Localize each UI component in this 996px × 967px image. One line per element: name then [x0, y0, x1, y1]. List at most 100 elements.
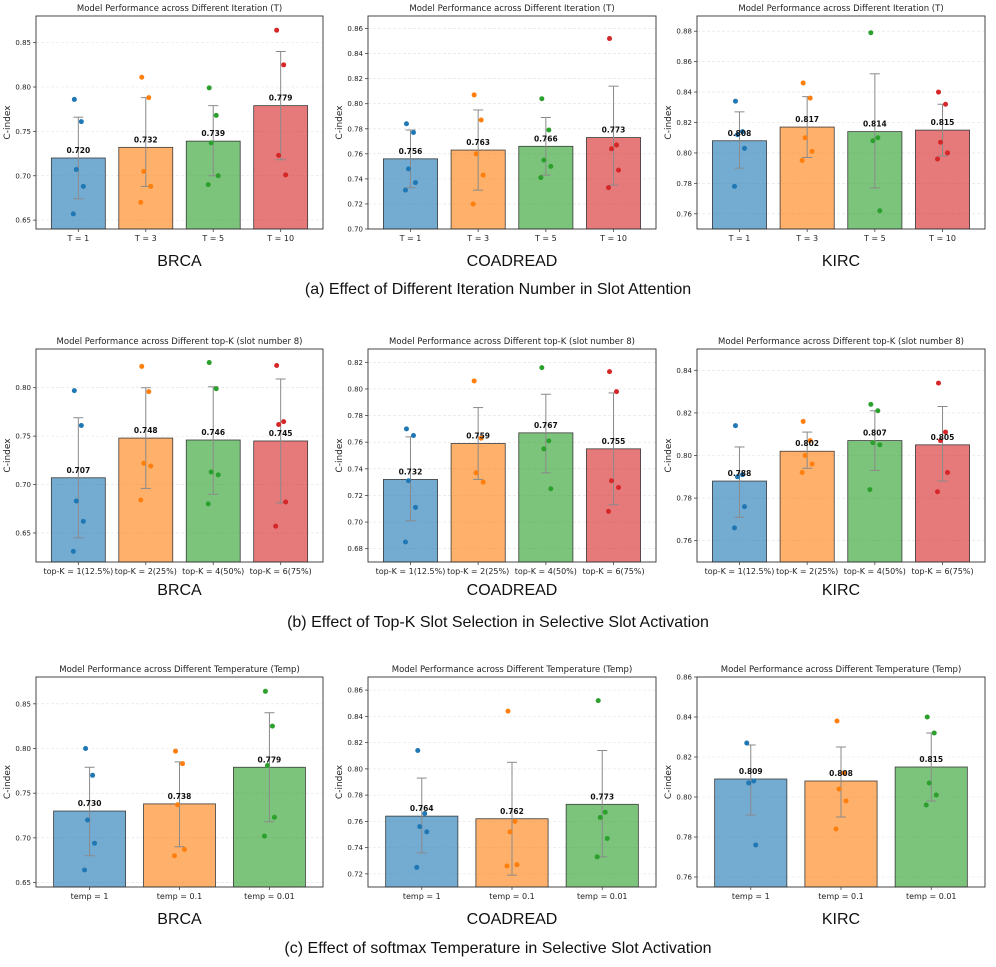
chart: 0.68 0.70 0.72 0.74 0.76 0.78 0.80 0.82 0.732 0.7… [335, 337, 657, 599]
data-point [70, 211, 76, 217]
y-tick-label: 0.72 [347, 200, 363, 208]
value-label: 0.738 [168, 792, 192, 801]
x-tick-label: temp = 0.01 [577, 892, 628, 901]
data-point [607, 369, 613, 375]
y-tick-label: 0.82 [676, 754, 692, 762]
data-point [213, 112, 219, 118]
data-point [402, 539, 408, 545]
x-tick-label: T = 1 [399, 234, 422, 243]
data-point [753, 842, 759, 848]
chart: 0.72 0.74 0.76 0.78 0.80 0.82 0.84 0.86 0.764 0.7… [335, 665, 657, 928]
dataset-label: COADREAD [467, 253, 558, 270]
data-point [609, 146, 615, 152]
data-point [478, 117, 484, 123]
chart-title: Model Performance across Different top-K… [718, 337, 964, 347]
x-tick-label: top-K = 6(75%) [582, 567, 644, 576]
data-point [734, 474, 740, 480]
value-label: 0.759 [466, 432, 490, 441]
y-tick-label: 0.75 [15, 433, 31, 441]
data-point [148, 183, 154, 189]
data-point [215, 173, 221, 179]
x-tick-label: temp = 0.01 [906, 892, 957, 901]
y-tick-label: 0.84 [347, 713, 363, 721]
data-point [833, 826, 839, 832]
data-point [875, 135, 881, 141]
data-point [473, 470, 479, 476]
value-label: 0.779 [269, 94, 293, 103]
value-label: 0.732 [399, 467, 423, 476]
y-tick-label: 0.80 [676, 794, 692, 802]
data-point [802, 453, 808, 458]
y-tick-label: 0.80 [676, 149, 692, 157]
x-tick-label: top-K = 4(50%) [182, 567, 244, 576]
chart: 0.65 0.70 0.75 0.80 0.85 0.720 0.732 0.739 0.779… [3, 4, 324, 270]
x-tick-label: top-K = 1(12.5%) [376, 567, 446, 576]
y-tick-label: 0.78 [347, 792, 363, 800]
data-point [538, 175, 544, 181]
y-tick-label: 0.86 [347, 25, 363, 33]
data-point [269, 723, 275, 729]
y-axis-label: C-index [3, 105, 13, 140]
y-tick-label: 0.80 [15, 384, 31, 392]
data-point [924, 714, 930, 720]
data-point [606, 185, 612, 191]
y-tick-label: 0.76 [347, 150, 363, 158]
bar [779, 450, 835, 563]
data-point [877, 442, 883, 448]
data-point [172, 853, 177, 859]
data-point [213, 386, 219, 392]
y-tick-label: 0.80 [347, 385, 363, 393]
y-tick-label: 0.70 [15, 172, 31, 180]
y-tick-label: 0.85 [15, 39, 31, 47]
value-label: 0.808 [829, 769, 853, 778]
data-point [606, 508, 612, 514]
data-point [478, 435, 484, 441]
y-axis-label: C-index [3, 764, 13, 799]
y-tick-label: 0.74 [347, 844, 363, 852]
data-point [868, 30, 874, 36]
data-point [146, 389, 152, 395]
data-point [809, 148, 815, 154]
value-label: 0.815 [919, 755, 943, 764]
y-tick-label: 0.78 [676, 495, 692, 503]
y-tick-label: 0.82 [676, 409, 692, 417]
y-tick-label: 0.88 [676, 28, 692, 36]
data-point [546, 127, 552, 133]
y-tick-label: 0.76 [676, 537, 692, 545]
data-point [802, 135, 808, 141]
data-point [262, 688, 268, 694]
row-caption: (c) Effect of softmax Temperature in Sel… [284, 940, 711, 957]
y-tick-label: 0.72 [347, 870, 363, 878]
row-caption: (b) Effect of Top-K Slot Selection in Se… [287, 614, 709, 631]
data-point [139, 363, 145, 369]
data-point [607, 36, 613, 42]
x-tick-label: temp = 0.1 [489, 892, 534, 901]
data-point [843, 798, 849, 804]
chart: 0.70 0.72 0.74 0.76 0.78 0.80 0.82 0.84 0.86 0.75… [335, 4, 657, 270]
value-label: 0.779 [258, 755, 282, 764]
value-label: 0.763 [466, 138, 490, 147]
data-point [403, 121, 409, 127]
data-point [480, 479, 486, 485]
data-point [424, 829, 430, 835]
y-tick-label: 0.86 [676, 58, 692, 66]
dataset-label: COADREAD [467, 582, 558, 599]
y-tick-label: 0.82 [676, 119, 692, 127]
x-tick-label: T = 10 [928, 234, 956, 243]
data-point [206, 85, 212, 91]
data-point [614, 389, 620, 395]
value-label: 0.746 [201, 428, 225, 437]
chart-title: Model Performance across Different Itera… [738, 4, 943, 14]
data-point [141, 168, 147, 174]
x-tick-label: temp = 1 [403, 892, 441, 901]
data-point [836, 786, 842, 792]
data-point [139, 74, 145, 80]
x-tick-label: T = 5 [534, 234, 557, 243]
data-point [841, 770, 847, 776]
chart-title: Model Performance across Different Itera… [77, 4, 282, 14]
chart: 0.76 0.78 0.80 0.82 0.84 0.86 0.809 0.808 0.815 t… [664, 665, 986, 928]
x-tick-label: top-K = 6(75%) [911, 567, 973, 576]
y-tick-label: 0.76 [676, 874, 692, 882]
data-point [173, 748, 178, 754]
